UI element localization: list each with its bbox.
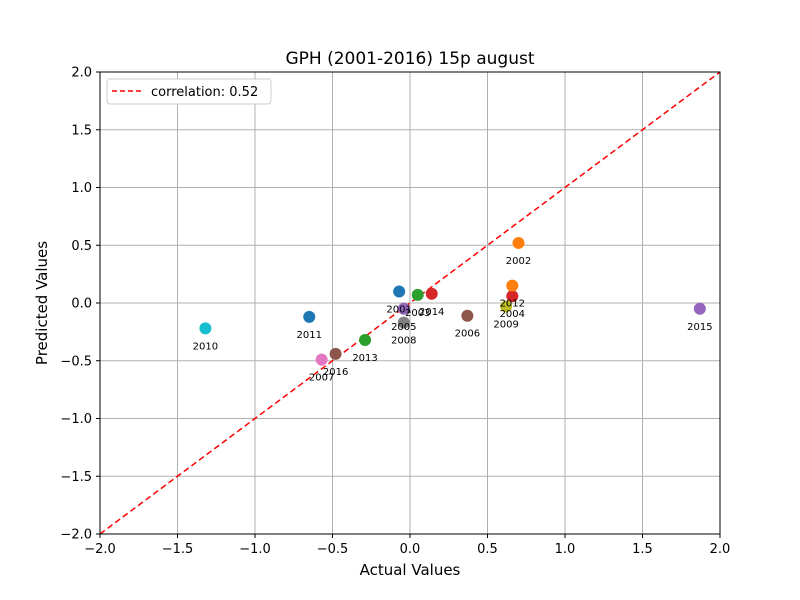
data-point-2009 xyxy=(500,300,513,313)
y-tick-label: 2.0 xyxy=(71,66,92,81)
y-axis-label: Predicted Values xyxy=(33,241,51,365)
x-tick-label: 1.0 xyxy=(555,542,576,557)
point-label-2002: 2002 xyxy=(506,256,531,267)
point-label-2004: 2004 xyxy=(500,309,525,320)
x-tick-label: −1.0 xyxy=(239,542,271,557)
point-label-2015: 2015 xyxy=(687,322,712,333)
y-tick-label: −1.0 xyxy=(60,412,92,427)
data-point-2005 xyxy=(397,302,410,315)
x-tick-label: 0.0 xyxy=(400,542,421,557)
data-points xyxy=(199,236,706,366)
point-label-2008: 2008 xyxy=(391,336,416,347)
data-point-2004 xyxy=(506,290,519,303)
point-label-2009: 2009 xyxy=(493,319,518,330)
data-point-2007 xyxy=(315,353,328,366)
point-label-2013: 2013 xyxy=(352,353,377,364)
data-point-2010 xyxy=(199,322,212,335)
legend: correlation: 0.52 xyxy=(106,78,272,105)
point-labels: 2001 2002 2003 2004 2005 2006 2007 2008 2009 2010… xyxy=(193,256,713,384)
x-tick-label: 1.5 xyxy=(632,542,653,557)
data-point-2002 xyxy=(512,236,525,249)
point-label-2012: 2012 xyxy=(500,299,525,310)
point-label-2003: 2003 xyxy=(405,308,430,319)
data-point-2008 xyxy=(397,316,410,329)
data-point-2003 xyxy=(411,288,424,301)
point-label-2005: 2005 xyxy=(391,322,416,333)
data-point-2006 xyxy=(461,309,474,322)
y-tick-label: −2.0 xyxy=(60,528,92,543)
x-tick-label: 0.5 xyxy=(477,542,498,557)
x-tick-label: −2.0 xyxy=(84,542,116,557)
y-tick-label: −0.5 xyxy=(60,354,92,369)
y-tick-label: −1.5 xyxy=(60,470,92,485)
data-point-2001 xyxy=(393,285,406,298)
point-label-2007: 2007 xyxy=(309,373,334,384)
point-label-2010: 2010 xyxy=(193,341,218,352)
axis-ticks: −2.0 −1.5 −1.0 −0.5 0.0 0.5 1.0 1.5 2.0 −2.0 −1.5 −… xyxy=(60,66,730,558)
data-point-2012 xyxy=(506,279,519,292)
x-tick-label: 2.0 xyxy=(710,542,731,557)
point-label-2011: 2011 xyxy=(297,330,322,341)
data-point-2013 xyxy=(359,333,372,346)
x-tick-label: −1.5 xyxy=(162,542,194,557)
data-point-2011 xyxy=(303,310,316,323)
y-tick-label: 0.5 xyxy=(71,239,92,254)
x-axis-label: Actual Values xyxy=(360,561,461,579)
y-tick-label: 1.5 xyxy=(71,123,92,138)
legend-entry-correlation: correlation: 0.52 xyxy=(151,85,258,100)
correlation-reference-line xyxy=(99,71,721,535)
x-tick-label: −0.5 xyxy=(317,542,349,557)
point-label-2016: 2016 xyxy=(323,367,348,378)
y-tick-label: 1.0 xyxy=(71,181,92,196)
data-point-2014 xyxy=(425,287,438,300)
y-tick-label: 0.0 xyxy=(71,297,92,312)
data-point-2015 xyxy=(693,302,706,315)
legend-box xyxy=(106,78,272,105)
data-point-2016 xyxy=(329,347,342,360)
point-label-2006: 2006 xyxy=(455,329,480,340)
chart-title: GPH (2001-2016) 15p august xyxy=(285,49,534,69)
point-label-2001: 2001 xyxy=(386,304,411,315)
point-label-2014: 2014 xyxy=(419,307,444,318)
